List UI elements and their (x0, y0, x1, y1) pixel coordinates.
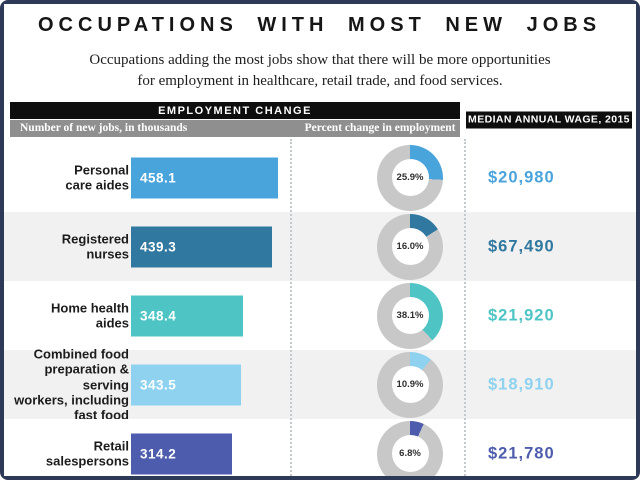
percent-change-donut: 25.9% (377, 144, 443, 211)
donut-hole: 25.9% (391, 159, 429, 197)
median-wage-value: $20,980 (488, 168, 555, 187)
percent-change-value: 10.9% (396, 379, 424, 391)
percent-change-value: 38.1% (396, 310, 424, 322)
table-row-personal-care-aides: Personal care aides 458.1 25.9% $20,980 (4, 143, 636, 213)
new-jobs-bar: 439.3 (131, 226, 272, 268)
new-jobs-bar: 314.2 (131, 433, 232, 475)
table-row-combined-food-workers: Combined food preparation & serving work… (4, 347, 636, 423)
occupation-label: Personal care aides (65, 162, 129, 193)
column-headers: EMPLOYMENT CHANGE MEDIAN ANNUAL WAGE, 20… (4, 102, 636, 138)
subheader-new-jobs: Number of new jobs, in thousands (20, 122, 188, 135)
median-wage-value: $21,920 (488, 306, 555, 325)
occupation-label: Home health aides (50, 300, 129, 331)
divider-dotted-right (464, 139, 466, 476)
median-wage-value: $18,910 (488, 375, 555, 394)
occupation-table: Personal care aides 458.1 25.9% $20,980 … (4, 139, 636, 476)
new-jobs-bar: 343.5 (131, 364, 241, 406)
median-wage-value: $67,490 (488, 237, 555, 256)
median-wage-value: $21,780 (488, 444, 555, 463)
subheader-percent-change: Percent change in employment (304, 122, 456, 135)
donut-hole: 38.1% (391, 297, 429, 335)
donut-hole: 6.8% (391, 435, 429, 473)
new-jobs-value: 458.1 (140, 170, 177, 186)
header-employment-change-label: EMPLOYMENT CHANGE (158, 104, 312, 117)
subheader-bar: Number of new jobs, in thousands Percent… (10, 120, 460, 138)
percent-change-donut: 38.1% (377, 282, 443, 349)
percent-change-value: 25.9% (396, 172, 424, 184)
table-row-retail-salespersons: Retail salespersons 314.2 6.8% $21,780 (4, 419, 636, 476)
subtitle: Occupations adding the most jobs show th… (89, 52, 551, 89)
new-jobs-value: 348.4 (140, 308, 177, 324)
percent-change-donut: 6.8% (377, 420, 443, 476)
page-title: OCCUPATIONS WITH MOST NEW JOBS (38, 14, 602, 36)
table-row-registered-nurses: Registered nurses 439.3 16.0% $67,490 (4, 212, 636, 282)
divider-dotted-left (290, 139, 292, 476)
infographic-card: OCCUPATIONS WITH MOST NEW JOBS Occupatio… (4, 4, 636, 476)
occupation-label: Retail salespersons (45, 438, 129, 469)
new-jobs-bar: 458.1 (131, 157, 278, 199)
new-jobs-value: 314.2 (140, 446, 177, 462)
percent-change-donut: 10.9% (377, 351, 443, 418)
header-employment-change: EMPLOYMENT CHANGE (10, 102, 460, 120)
header-median-annual-wage-label: MEDIAN ANNUAL WAGE, 2015 (468, 113, 630, 126)
new-jobs-value: 439.3 (140, 239, 177, 255)
occupation-label: Registered nurses (61, 231, 129, 262)
occupation-label: Combined food preparation & serving work… (14, 346, 129, 423)
donut-hole: 10.9% (391, 366, 429, 404)
new-jobs-bar: 348.4 (131, 295, 243, 337)
new-jobs-value: 343.5 (140, 377, 177, 393)
donut-hole: 16.0% (391, 228, 429, 266)
percent-change-value: 6.8% (399, 448, 421, 460)
header-median-annual-wage: MEDIAN ANNUAL WAGE, 2015 (466, 111, 632, 129)
percent-change-value: 16.0% (396, 241, 424, 253)
percent-change-donut: 16.0% (377, 213, 443, 280)
table-row-home-health-aides: Home health aides 348.4 38.1% $21,920 (4, 281, 636, 351)
